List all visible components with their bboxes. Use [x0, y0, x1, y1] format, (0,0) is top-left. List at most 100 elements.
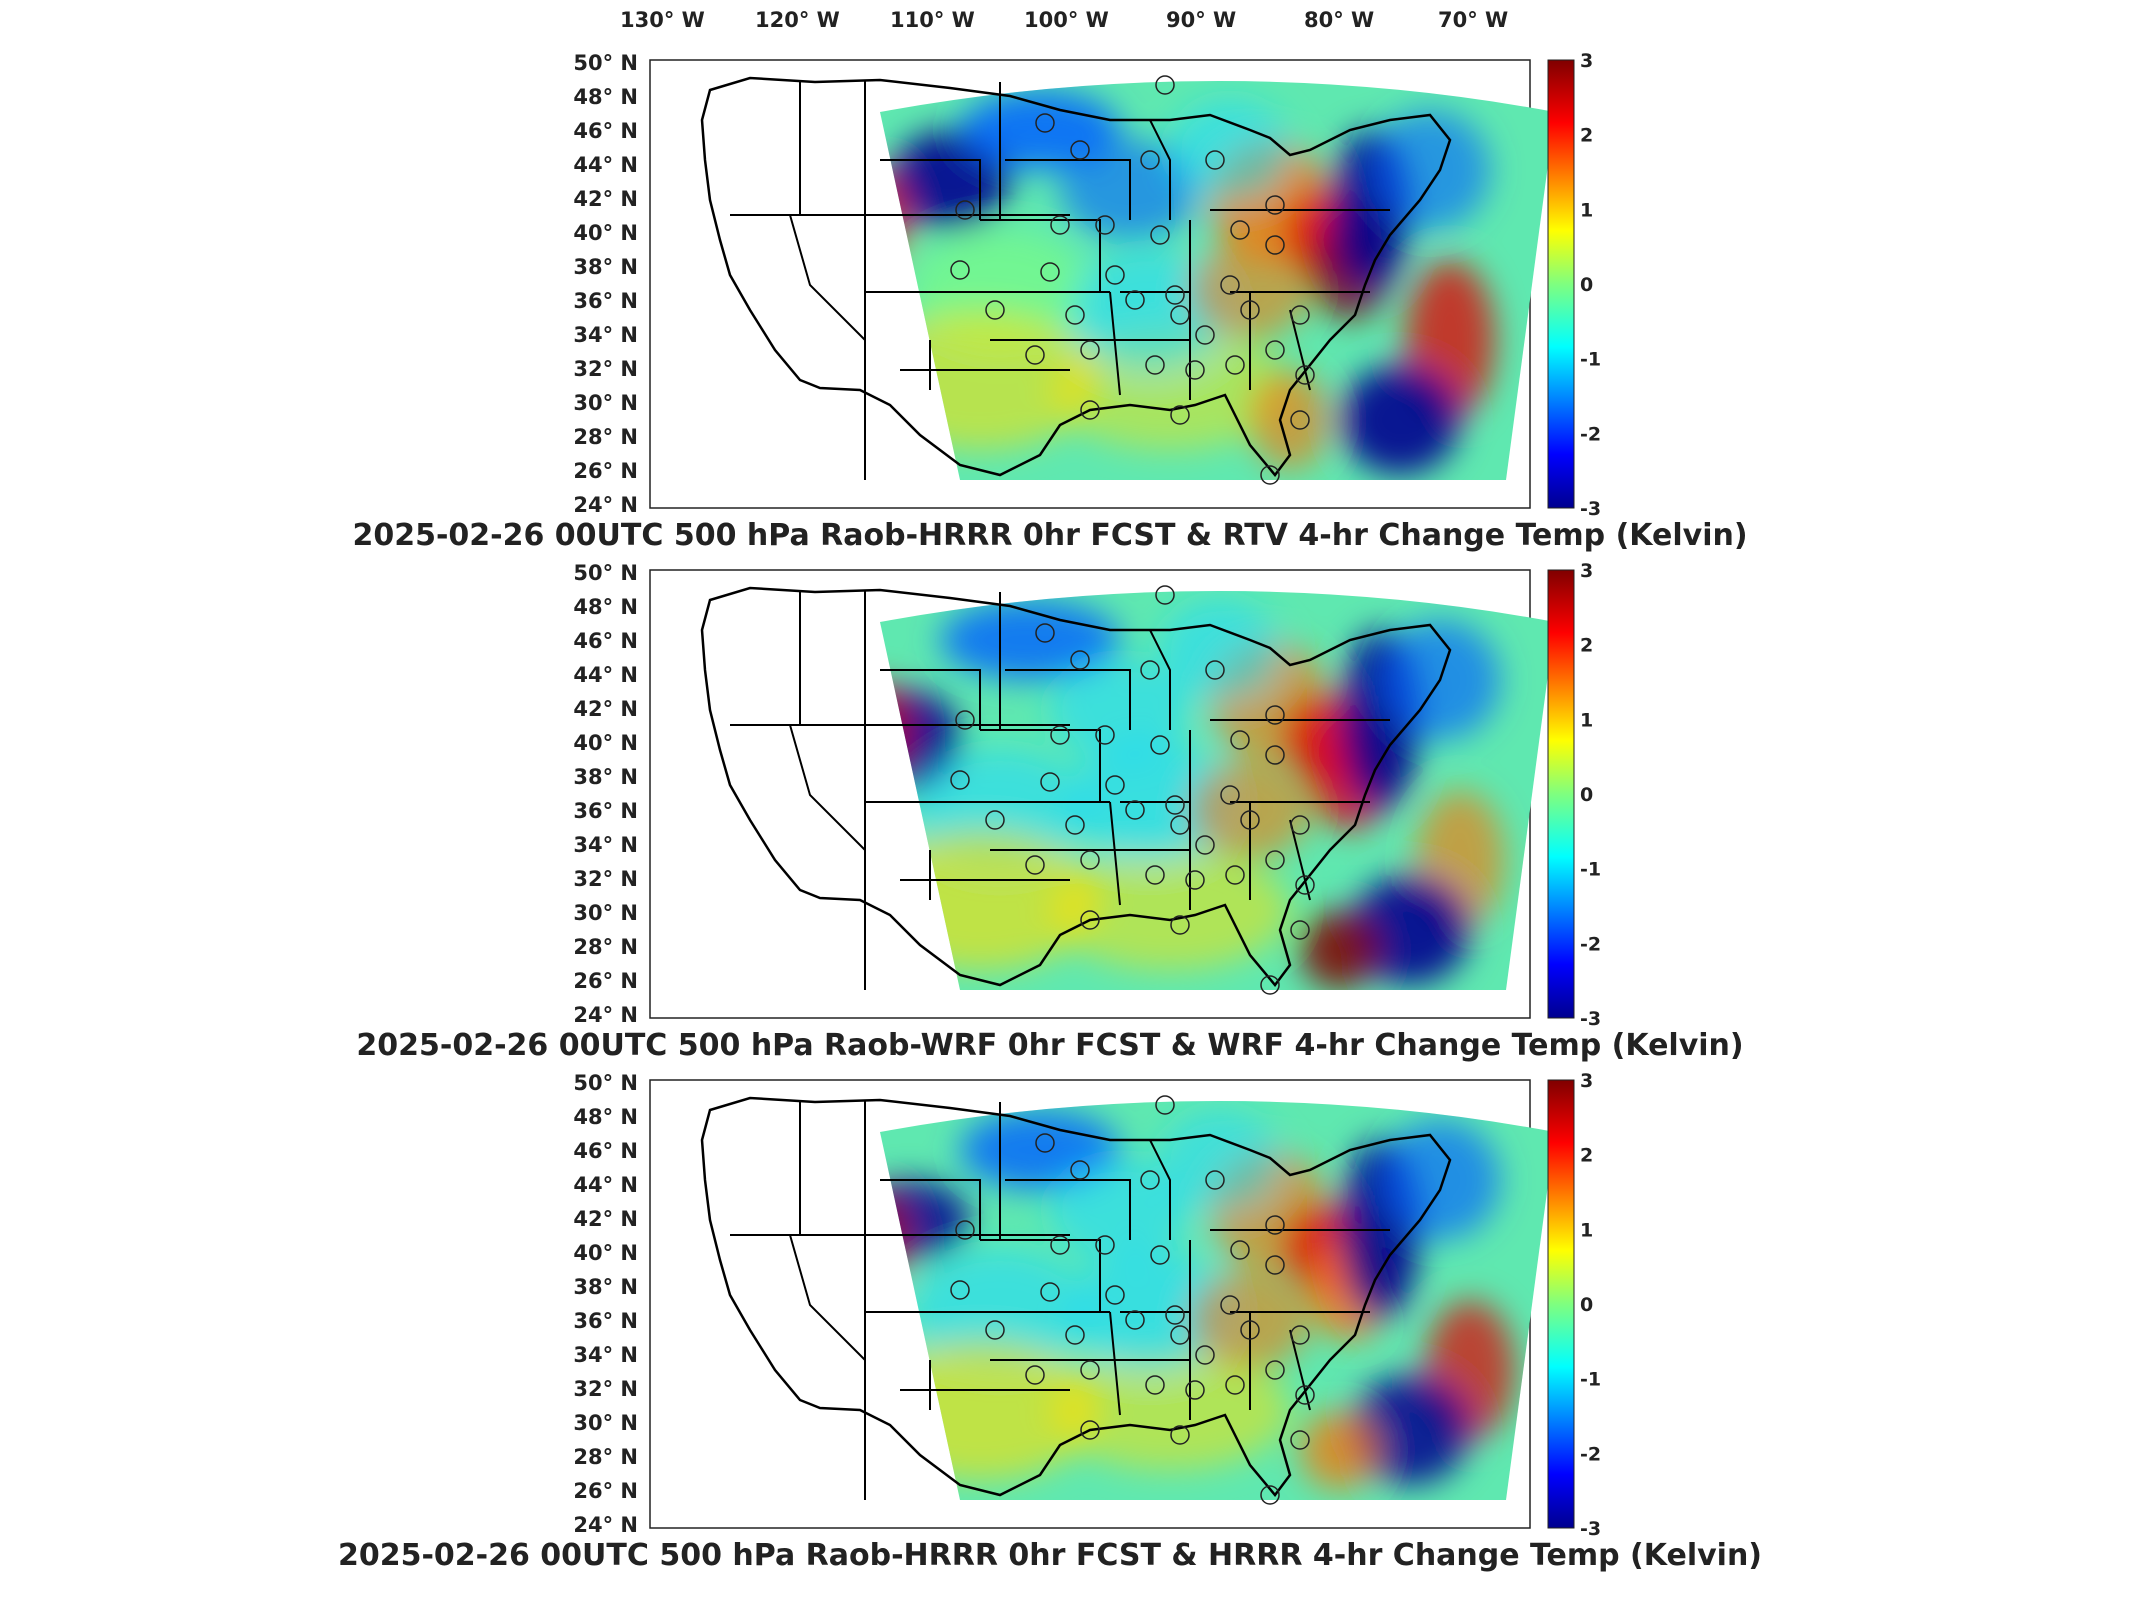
- panel-title: 2025-02-26 00UTC 500 hPa Raob-HRRR 0hr F…: [338, 1538, 1762, 1573]
- raob-station-marker: [1295, 365, 1315, 385]
- lat-tick: 36° N: [573, 799, 638, 823]
- raob-station-marker: [1035, 623, 1055, 643]
- raob-station-marker: [1265, 850, 1285, 870]
- colorbar: 3 2 1 0 -1 -2 -3: [1547, 50, 1601, 520]
- raob-station-marker: [1140, 660, 1160, 680]
- lat-tick: 36° N: [573, 289, 638, 313]
- raob-station-marker: [1150, 225, 1170, 245]
- colorbar-tick-label: 3: [1580, 50, 1593, 72]
- raob-station-marker: [1040, 772, 1060, 792]
- colorbar-tick-label: -2: [1580, 423, 1601, 445]
- raob-station-marker: [1185, 1380, 1205, 1400]
- raob-station-marker: [1150, 735, 1170, 755]
- raob-station-marker: [1105, 1285, 1125, 1305]
- state-border: [880, 669, 981, 730]
- raob-station-marker: [1195, 1345, 1215, 1365]
- lat-tick: 50° N: [573, 561, 638, 585]
- raob-station-marker: [1080, 340, 1100, 360]
- raob-station-marker: [1155, 75, 1175, 95]
- field-blobs: [880, 90, 1495, 475]
- lat-tick: 32° N: [573, 357, 638, 381]
- colorbar-tick-label: 1: [1580, 1219, 1593, 1241]
- raob-station-marker: [1070, 140, 1090, 160]
- raob-station-marker: [1265, 705, 1285, 725]
- colorbar-tick-label: 0: [1580, 784, 1593, 806]
- lat-tick: 40° N: [573, 731, 638, 755]
- coastline: [700, 76, 1452, 478]
- raob-station-marker: [1225, 865, 1245, 885]
- lat-tick: 32° N: [573, 1377, 638, 1401]
- lat-tick: 50° N: [573, 1071, 638, 1095]
- raob-station-marker: [1125, 290, 1145, 310]
- temperature-field: [880, 81, 1555, 480]
- raob-stations: [950, 585, 1315, 995]
- raob-station-marker: [1290, 1325, 1310, 1345]
- lon-tick-120w: 120° W: [755, 8, 840, 32]
- lon-tick-100w: 100° W: [1024, 8, 1109, 32]
- field-blob: [1350, 1375, 1470, 1485]
- panels: 50° N 48° N 46° N 44° N 42° N 40° N 38° N 36° N…: [338, 50, 1762, 1573]
- lat-tick: 46° N: [573, 629, 638, 653]
- raob-station-marker: [985, 300, 1005, 320]
- lat-tick: 46° N: [573, 1139, 638, 1163]
- raob-station-marker: [1225, 355, 1245, 375]
- field-blob: [1350, 875, 1470, 985]
- field-blob: [1050, 850, 1290, 970]
- lat-tick: 40° N: [573, 221, 638, 245]
- raob-station-marker: [1265, 745, 1285, 765]
- colorbar-tick-label: 1: [1580, 709, 1593, 731]
- latitude-axis: 50° N 48° N 46° N 44° N 42° N 40° N 38° N 36° N…: [573, 561, 638, 1027]
- raob-station-marker: [1260, 465, 1280, 485]
- field-blob: [910, 1250, 1090, 1370]
- colorbar-tick-label: -1: [1580, 1369, 1601, 1391]
- raob-station-marker: [1170, 915, 1190, 935]
- lon-tick-70w: 70° W: [1438, 8, 1508, 32]
- lat-tick: 32° N: [573, 867, 638, 891]
- lon-tick-90w: 90° W: [1166, 8, 1236, 32]
- field-blob: [1050, 660, 1190, 760]
- lat-tick: 36° N: [573, 1309, 638, 1333]
- raob-station-marker: [1170, 305, 1190, 325]
- raob-station-marker: [1170, 1325, 1190, 1345]
- lat-tick: 30° N: [573, 391, 638, 415]
- field-blob: [1300, 910, 1380, 990]
- raob-station-marker: [1265, 235, 1285, 255]
- field-blob: [1160, 600, 1280, 700]
- raob-station-marker: [1220, 275, 1240, 295]
- colorbar-scale: [1547, 569, 1575, 1019]
- raob-station-marker: [1220, 785, 1240, 805]
- state-border: [980, 219, 1101, 292]
- raob-station-marker: [1295, 1385, 1315, 1405]
- lat-tick: 42° N: [573, 187, 638, 211]
- lat-tick: 26° N: [573, 969, 638, 993]
- raob-station-marker: [1040, 1282, 1060, 1302]
- coastline: [700, 1096, 1452, 1498]
- lon-tick-110w: 110° W: [890, 8, 975, 32]
- raob-station-marker: [1080, 910, 1100, 930]
- raob-station-marker: [1240, 1320, 1260, 1340]
- lat-tick: 42° N: [573, 697, 638, 721]
- lat-tick: 48° N: [573, 1105, 638, 1129]
- raob-station-marker: [1125, 1310, 1145, 1330]
- lat-tick: 50° N: [573, 51, 638, 75]
- field-blob: [1160, 1110, 1280, 1210]
- colorbar-tick-label: -3: [1580, 1008, 1601, 1030]
- raob-station-marker: [1095, 1235, 1115, 1255]
- raob-station-marker: [1165, 285, 1185, 305]
- lat-tick: 28° N: [573, 935, 638, 959]
- raob-station-marker: [1240, 810, 1260, 830]
- state-border: [880, 1179, 981, 1240]
- raob-station-marker: [1170, 815, 1190, 835]
- panel-title: 2025-02-26 00UTC 500 hPa Raob-HRRR 0hr F…: [352, 518, 1747, 553]
- raob-station-marker: [985, 810, 1005, 830]
- state-border: [789, 724, 866, 851]
- colorbar-tick-label: -2: [1580, 1443, 1601, 1465]
- raob-station-marker: [1065, 305, 1085, 325]
- raob-station-marker: [1145, 865, 1165, 885]
- colorbar-tick-label: 3: [1580, 560, 1593, 582]
- lat-tick: 28° N: [573, 1445, 638, 1469]
- panel-title: 2025-02-26 00UTC 500 hPa Raob-WRF 0hr FC…: [356, 1028, 1743, 1063]
- raob-station-marker: [1265, 1215, 1285, 1235]
- raob-station-marker: [1265, 195, 1285, 215]
